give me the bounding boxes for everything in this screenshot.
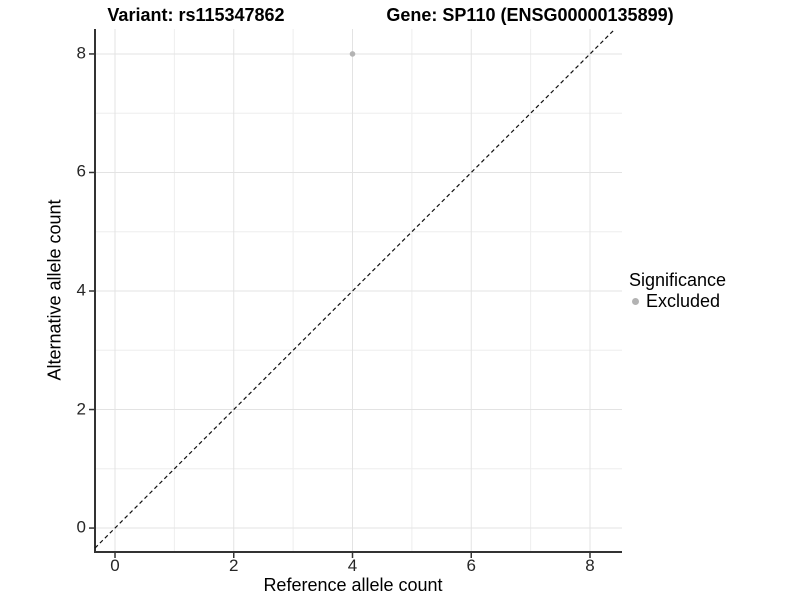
legend-title: Significance — [629, 270, 727, 290]
x-tick-label: 6 — [466, 556, 476, 575]
y-tick-label: 6 — [76, 162, 86, 182]
legend-items: Excluded — [629, 291, 726, 311]
x-axis-title: Reference allele count — [263, 575, 443, 595]
y-tick-label: 0 — [76, 517, 86, 537]
identity-dashed-line — [94, 28, 616, 549]
x-tick-label: 4 — [347, 556, 358, 575]
data-point — [349, 51, 356, 57]
legend-item-excluded: Excluded — [629, 291, 726, 311]
x-tick-label: 2 — [229, 556, 239, 575]
x-tick-label: 0 — [110, 556, 120, 575]
plot-title-gene: Gene: SP110 (ENSG00000135899) — [386, 5, 674, 25]
legend-item-label: Excluded — [646, 291, 721, 311]
y-tick-label: 2 — [76, 399, 86, 419]
legend: Significance Excluded — [629, 270, 726, 311]
x-tick-label: 8 — [585, 556, 595, 575]
y-tick-label: 8 — [76, 43, 86, 63]
y-tick-label: 4 — [76, 280, 86, 300]
legend-key-dot-icon — [632, 297, 639, 305]
plot-title-variant: Variant: rs115347862 — [107, 5, 285, 25]
